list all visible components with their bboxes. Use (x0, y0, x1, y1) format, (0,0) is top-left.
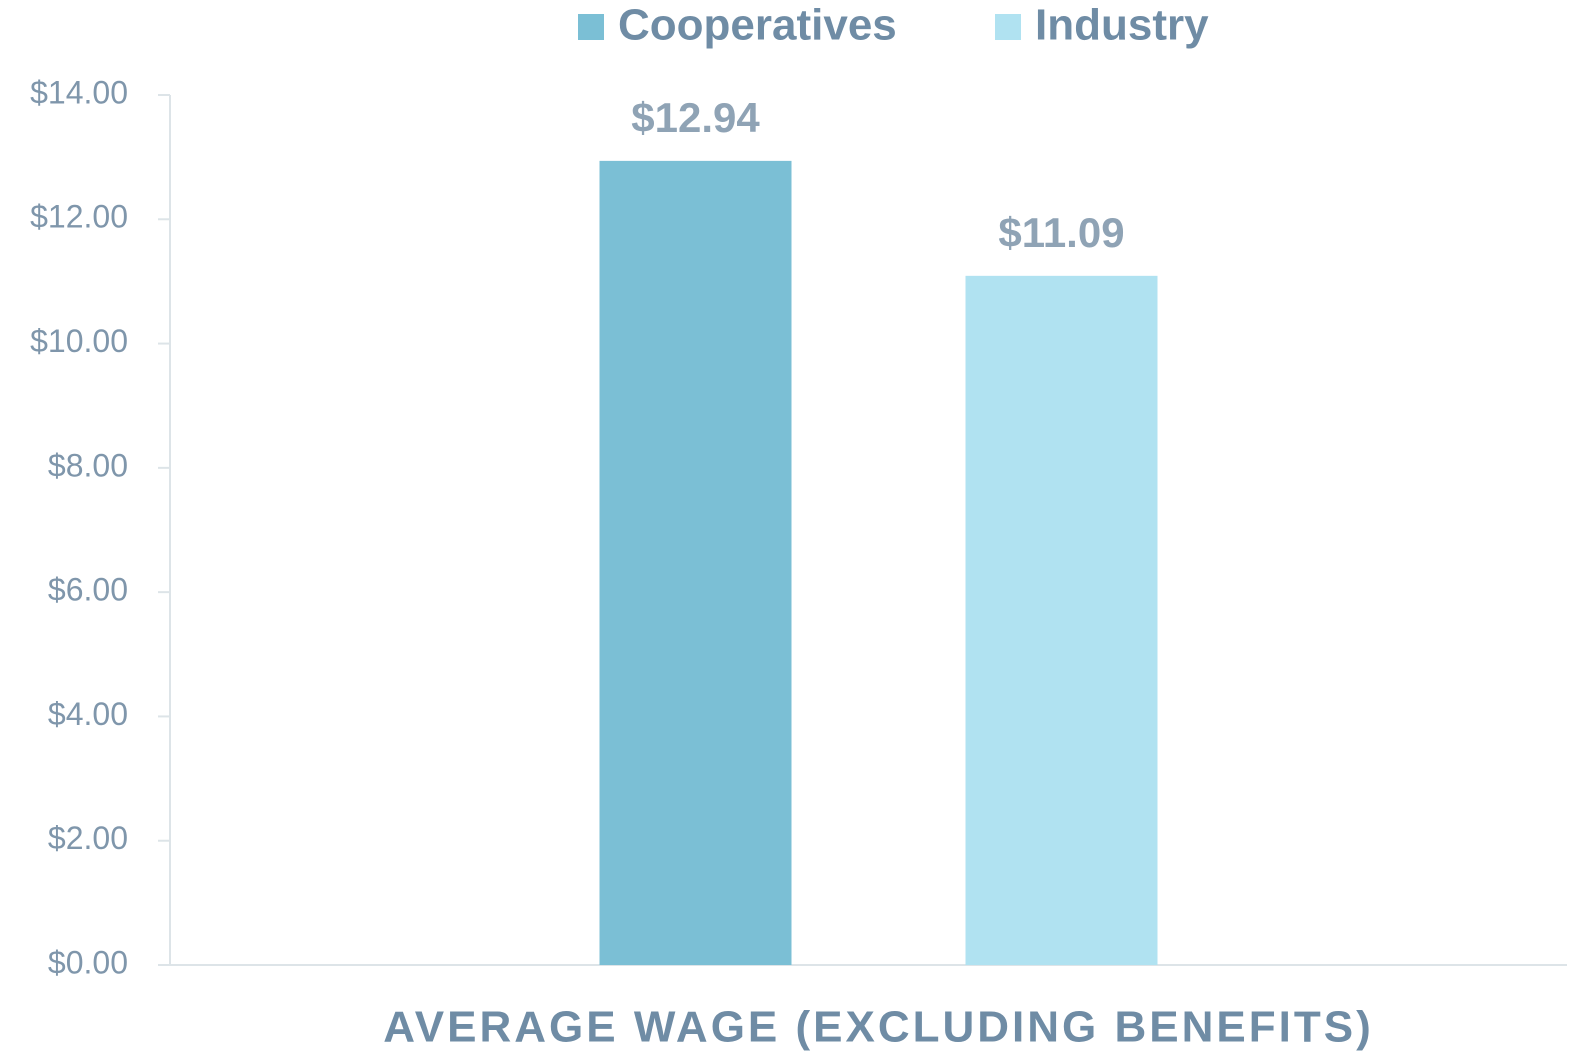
bar (965, 275, 1158, 966)
y-tick-label: $12.00 (30, 199, 128, 235)
data-label: $12.94 (631, 94, 760, 141)
legend-label: Cooperatives (618, 1, 897, 50)
data-label: $11.09 (998, 209, 1124, 256)
y-tick-label: $2.00 (48, 820, 128, 856)
y-tick-label: $0.00 (48, 944, 128, 980)
y-tick-label: $14.00 (30, 74, 128, 110)
y-tick-label: $10.00 (30, 323, 128, 359)
legend-swatch (578, 14, 604, 40)
y-tick-label: $8.00 (48, 447, 128, 483)
legend-swatch (995, 14, 1021, 40)
bar (599, 160, 792, 965)
x-tick-label: AVERAGE WAGE (EXCLUDING BENEFITS) (383, 1003, 1373, 1052)
legend-label: Industry (1035, 1, 1209, 50)
y-tick-label: $4.00 (48, 696, 128, 732)
y-tick-label: $6.00 (48, 572, 128, 608)
